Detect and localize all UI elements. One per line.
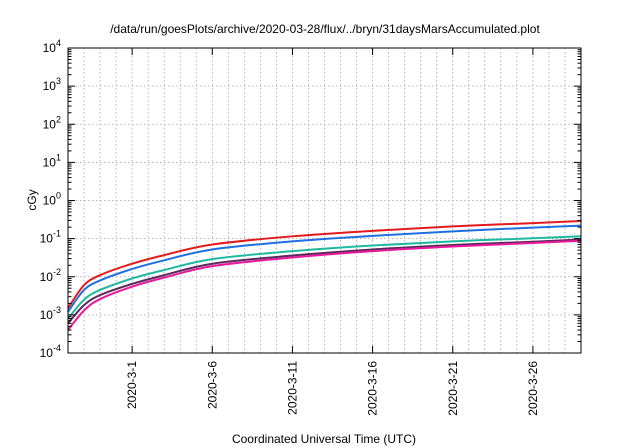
y-tick-label: 10-3 — [40, 305, 61, 322]
y-tick-label: 10-4 — [40, 343, 61, 360]
chart-title: /data/run/goesPlots/archive/2020-03-28/f… — [110, 22, 540, 36]
y-tick-label: 10-1 — [40, 229, 61, 246]
y-tick-labels: 10-4 10-3 10-2 10-1 100 101 102 103 104 — [40, 38, 61, 360]
series-line-2 — [67, 224, 582, 313]
x-tick-label: 2020-3-6 — [205, 361, 219, 409]
x-axis-label: Coordinated Universal Time (UTC) — [232, 432, 416, 446]
y-tick-label: 101 — [43, 152, 61, 169]
y-tick-label: 10-2 — [40, 267, 61, 284]
y-tick-label: 103 — [43, 76, 61, 93]
x-tick-label: 2020-3-16 — [366, 361, 380, 416]
y-tick-label: 102 — [43, 114, 61, 131]
y-tick-label: 104 — [43, 38, 61, 55]
x-tick-label: 2020-3-21 — [446, 361, 460, 416]
x-tick-label: 2020-3-11 — [285, 361, 299, 415]
series-line-1 — [67, 220, 582, 309]
series-group — [67, 220, 582, 331]
x-tick-label: 2020-3-26 — [526, 361, 540, 416]
series-line-4 — [67, 238, 582, 324]
series-line-3 — [67, 235, 582, 320]
grid — [68, 48, 581, 353]
y-axis-label: cGy — [25, 189, 39, 210]
ticks — [68, 47, 581, 354]
x-tick-label: 2020-3-1 — [125, 361, 139, 409]
x-tick-labels: 2020-3-1 2020-3-6 2020-3-11 2020-3-16 2020-3… — [125, 361, 540, 416]
series-line-5 — [67, 239, 582, 331]
y-tick-label: 100 — [43, 191, 61, 208]
